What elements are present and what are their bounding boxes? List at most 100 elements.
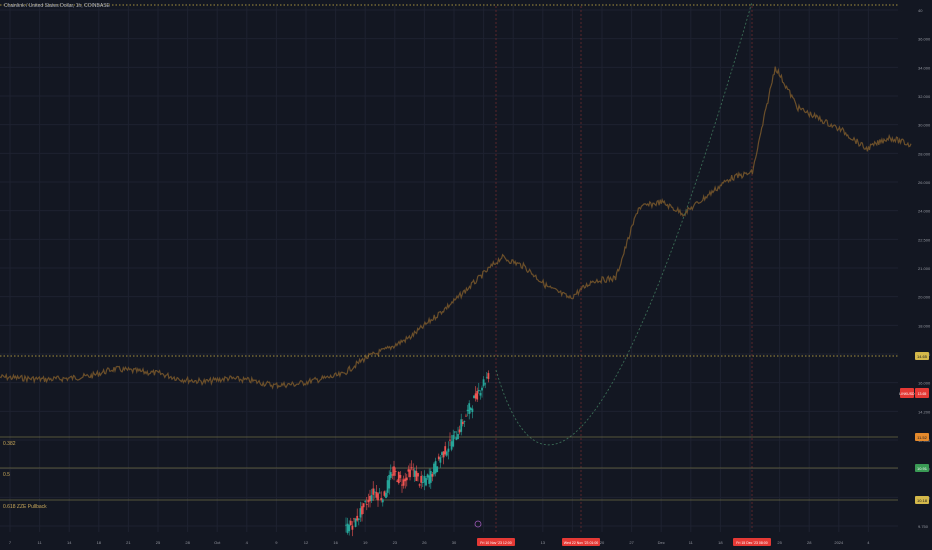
chart-header: Chainlink / United States Dollar, 1h, CO… xyxy=(4,3,110,9)
candle-body xyxy=(439,457,442,463)
candle-body xyxy=(391,474,394,476)
axis-price-badge xyxy=(915,352,929,360)
x-tick-label: 28 xyxy=(185,540,190,545)
candle-body xyxy=(367,499,370,503)
candle-body xyxy=(455,437,458,440)
candle-body xyxy=(375,492,378,498)
candle-body xyxy=(409,469,411,478)
date-marker-label: Fri 10 Nov '23 12:00 xyxy=(480,541,511,545)
arc-projection xyxy=(495,1,753,446)
candle-body xyxy=(351,525,354,530)
candle-body xyxy=(460,419,463,432)
candle-body xyxy=(349,520,352,526)
x-tick-label: Oct xyxy=(214,540,221,545)
candle-body xyxy=(449,439,451,441)
fib-level-label: 0.382 xyxy=(3,441,16,447)
candle-body xyxy=(477,389,480,392)
candle-body xyxy=(404,478,407,482)
candle-body xyxy=(466,409,469,412)
x-tick-label: 27 xyxy=(629,540,634,545)
candle-body xyxy=(364,500,367,502)
x-tick-label: 19 xyxy=(363,540,368,545)
candle-body xyxy=(437,456,440,460)
y-tick-label: 28.000 xyxy=(918,151,931,156)
candle-body xyxy=(485,376,488,378)
x-tick-label: 25 xyxy=(777,540,782,545)
x-tick-label: 30 xyxy=(452,540,457,545)
candle-body xyxy=(415,471,418,481)
y-tick-label: 26.000 xyxy=(918,180,931,185)
y-tick-label: 14.200 xyxy=(918,409,931,414)
candle-body xyxy=(465,415,467,417)
candle-body xyxy=(357,518,360,520)
last-price-badge xyxy=(915,388,929,398)
candle-body xyxy=(482,379,485,386)
y-tick-label: 24.000 xyxy=(918,209,931,214)
y-tick-label: 32.000 xyxy=(918,94,931,99)
date-marker-badge xyxy=(477,538,515,546)
x-tick-label: 23 xyxy=(393,540,398,545)
candle-body xyxy=(410,467,413,469)
candle-body xyxy=(463,421,466,422)
axis-price-badge-label: 11.52 xyxy=(917,435,927,440)
candle-body xyxy=(369,495,371,502)
y-tick-label: 18.000 xyxy=(918,323,931,328)
candle-body xyxy=(407,469,410,472)
candle-body xyxy=(468,403,471,414)
candle-body xyxy=(372,488,375,495)
candle-body xyxy=(381,499,384,503)
x-tick-label: 21 xyxy=(126,540,131,545)
candle-body xyxy=(453,431,456,433)
candle-body xyxy=(426,474,429,478)
candle-body xyxy=(436,466,439,472)
candle-body xyxy=(373,491,376,493)
candle-body xyxy=(353,518,355,520)
candle-body xyxy=(474,393,477,399)
candle-body xyxy=(359,508,362,518)
y-tick-label: 30.000 xyxy=(918,123,931,128)
axis-price-badge-label: 14.65 xyxy=(917,354,928,359)
candle-body xyxy=(356,515,359,521)
candle-body xyxy=(423,476,426,483)
x-tick-label: 16 xyxy=(333,540,338,545)
candle-body xyxy=(401,484,403,486)
candle-body xyxy=(405,477,408,481)
y-tick-label: 22.500 xyxy=(918,237,931,242)
candle-body xyxy=(417,473,419,477)
candle-body xyxy=(442,451,445,458)
x-tick-label: 11 xyxy=(38,540,43,545)
candle-body xyxy=(420,475,423,483)
candle-body xyxy=(450,441,453,450)
x-tick-label: 20 xyxy=(600,540,605,545)
candle-body xyxy=(348,524,351,532)
candle-body xyxy=(399,475,402,478)
candle-body xyxy=(431,474,434,477)
candle-body xyxy=(413,470,416,477)
candle-body xyxy=(346,523,349,533)
fib-level-label: 0.5 xyxy=(3,472,10,478)
x-tick-label: 13 xyxy=(541,540,546,545)
date-marker-badge xyxy=(562,538,600,546)
candle-body xyxy=(458,429,461,433)
x-tick-label: 4 xyxy=(867,540,870,545)
candle-body xyxy=(418,484,421,486)
y-tick-label: 16.000 xyxy=(918,381,931,386)
price-history-line xyxy=(0,66,912,390)
x-tick-label: 26 xyxy=(422,540,427,545)
y-tick-label: 9.750 xyxy=(918,524,929,529)
x-tick-label: Dec xyxy=(658,540,665,545)
y-tick-label: 21.000 xyxy=(918,266,931,271)
candle-body xyxy=(396,480,399,482)
chart-title: Chainlink / United States Dollar, 1h, CO… xyxy=(4,3,110,9)
x-tick-label: 4 xyxy=(246,540,249,545)
axis-price-badge xyxy=(915,433,929,441)
axis-price-badge xyxy=(915,496,929,504)
date-marker-label: Fri 15 Dec '23 08:00 xyxy=(736,541,767,545)
last-price-badge-label: 13.65 xyxy=(918,392,927,396)
candle-body xyxy=(393,466,395,476)
candle-body xyxy=(394,471,397,472)
candle-body xyxy=(370,495,373,501)
candle-body xyxy=(385,492,387,498)
candle-body xyxy=(345,524,347,526)
